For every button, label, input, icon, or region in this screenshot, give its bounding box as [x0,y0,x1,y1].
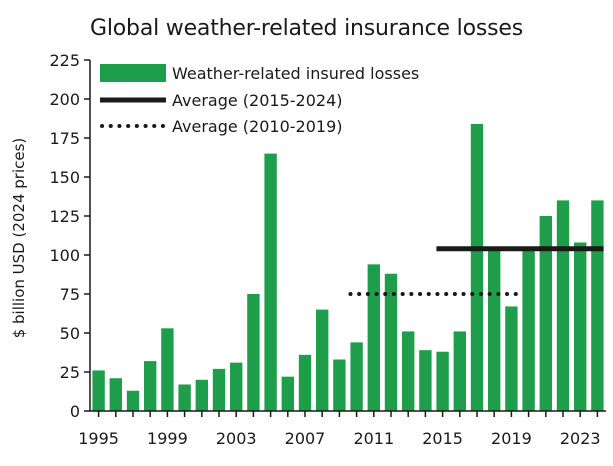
bar-2019 [505,306,518,411]
bar-2015 [436,351,449,411]
bar-2000 [178,384,191,411]
bar-2020 [522,250,535,411]
y-tick-label-0: 0 [70,402,80,421]
bar-2023 [574,242,587,411]
y-axis-title: $ billion USD (2024 prices) [10,138,28,339]
bar-2012 [384,273,398,411]
y-tick-label-225: 225 [49,51,80,70]
bar-1998 [144,361,157,411]
y-tick-label-100: 100 [49,246,80,265]
y-tick-label-150: 150 [49,168,80,187]
y-tick-label-175: 175 [49,129,80,148]
bar-2002 [212,368,226,411]
legend-label-average-2010-2019: Average (2010-2019) [172,117,342,136]
bar-1996 [109,378,122,411]
x-tick-label-1999: 1999 [147,429,188,448]
x-tick-label-2019: 2019 [491,429,532,448]
x-tick-label-2011: 2011 [353,429,394,448]
y-tick-label-200: 200 [49,90,80,109]
bar-2017 [470,123,484,412]
bar-2001 [195,379,208,411]
y-tick-label-50: 50 [60,324,80,343]
bar-2011 [367,264,380,411]
chart-title: Global weather-related insurance losses [90,16,523,41]
bar-2018 [488,247,501,411]
bar-2005 [264,153,277,411]
x-tick-label-1995: 1995 [78,429,119,448]
bar-2016 [453,331,466,411]
bar-2022 [556,200,570,411]
bar-2013 [402,331,415,411]
bar-2006 [281,376,294,411]
x-tick-label-2023: 2023 [560,429,601,448]
y-tick-label-25: 25 [60,363,80,382]
legend-label-insured-losses: Weather-related insured losses [172,64,419,83]
bar-1997 [126,390,140,411]
x-tick-label-2015: 2015 [422,429,463,448]
y-tick-label-125: 125 [49,207,80,226]
bar-2009 [333,359,346,411]
bar-2007 [298,354,312,411]
x-tick-label-2003: 2003 [216,429,257,448]
legend-label-average-2015-2024: Average (2015-2024) [172,91,342,110]
y-tick-label-75: 75 [60,285,80,304]
bar-2021 [539,216,552,411]
bar-1995 [92,370,105,411]
x-tick-label-2007: 2007 [285,429,326,448]
legend-swatch-insured-losses [100,64,166,82]
bar-2003 [230,362,243,411]
bar-2004 [247,294,260,411]
bar-1999 [161,328,174,411]
bar-2010 [350,342,363,411]
bar-2008 [316,309,329,411]
bar-2024 [591,200,604,411]
bar-2014 [419,350,432,411]
